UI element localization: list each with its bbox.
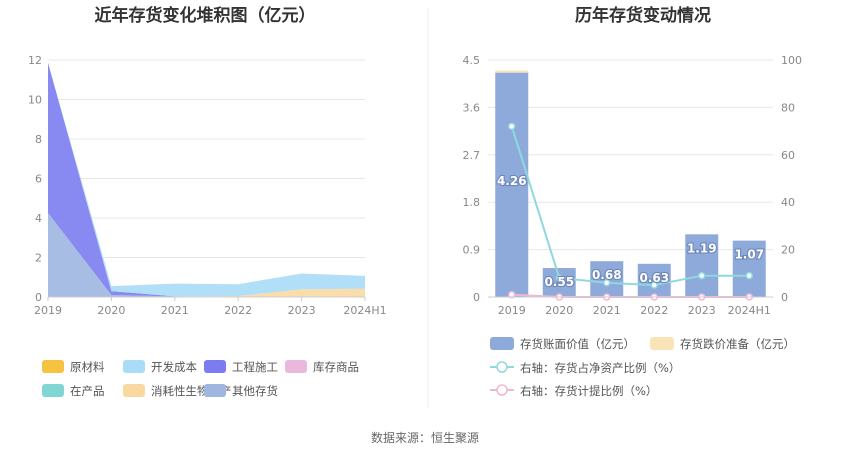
inventory-provision-bar <box>495 70 529 73</box>
right-legend-swatch <box>650 337 674 350</box>
left-legend-label: 开发成本 <box>151 360 197 374</box>
left-legend-swatch <box>204 384 226 397</box>
right-legend-label: 右轴：存货计提比例（%） <box>520 384 657 398</box>
left-x-tick-label: 2019 <box>34 304 62 317</box>
right-right-y-tick-label: 60 <box>781 149 795 162</box>
left-y-tick-label: 12 <box>28 54 42 67</box>
right-legend-label: 存货跌价准备（亿元） <box>680 337 795 351</box>
left-legend-item[interactable]: 在产品 <box>42 384 105 398</box>
left-y-tick-label: 2 <box>35 252 42 265</box>
area-series-其他存货 <box>48 212 365 297</box>
right-right-y-tick-label: 80 <box>781 101 795 114</box>
right-left-y-tick-label: 1.8 <box>463 196 481 209</box>
left-legend-label: 库存商品 <box>313 360 359 374</box>
right-x-tick-label: 2019 <box>498 304 526 317</box>
bar-data-label: 0.55 <box>544 275 574 289</box>
net-asset-ratio-point <box>650 281 658 289</box>
net-asset-ratio-point <box>698 271 706 280</box>
left-legend-label: 工程施工 <box>232 360 278 374</box>
left-y-tick-label: 8 <box>35 133 42 146</box>
right-left-y-tick-label: 0.9 <box>463 244 481 257</box>
left-legend-item[interactable]: 工程施工 <box>204 360 278 374</box>
net-asset-ratio-line <box>510 126 750 287</box>
net-asset-ratio-point <box>745 271 753 280</box>
left-y-tick-label: 4 <box>35 212 42 225</box>
net-asset-ratio-point <box>555 274 563 282</box>
right-legend-item[interactable]: 存货账面价值（亿元） <box>490 337 635 351</box>
right-x-tick-label: 2023 <box>688 304 716 317</box>
left-legend-label: 原材料 <box>70 360 105 374</box>
left-x-tick-label: 2024H1 <box>343 304 386 317</box>
right-legend-item[interactable]: 存货跌价准备（亿元） <box>650 337 795 351</box>
left-y-tick-label: 10 <box>28 94 42 107</box>
right-legend-label: 存货账面价值（亿元） <box>520 337 635 351</box>
left-legend-swatch <box>123 360 145 373</box>
right-right-y-tick-label: 40 <box>781 196 795 209</box>
right-right-y-tick-label: 0 <box>781 291 788 304</box>
left-y-tick-label: 6 <box>35 173 42 186</box>
left-x-tick-label: 2023 <box>288 304 316 317</box>
left-x-tick-label: 2020 <box>97 304 125 317</box>
left-legend-item[interactable]: 原材料 <box>42 360 105 374</box>
left-legend-swatch <box>285 360 307 373</box>
left-chart-gridlines <box>48 59 365 258</box>
right-legend-label: 右轴：存货占净资产比例（%） <box>520 361 680 375</box>
left-legend-label: 其他存货 <box>232 384 278 398</box>
right-legend-item[interactable]: 右轴：存货计提比例（%） <box>490 384 657 398</box>
inventory-value-bar <box>732 240 766 297</box>
area-series-工程施工 <box>48 62 365 297</box>
right-left-y-tick-label: 0 <box>473 291 480 304</box>
right-left-y-tick-label: 3.6 <box>463 101 481 114</box>
right-chart-bar-labels: 4.26 0.55 0.68 0.63 1.19 1.07 <box>496 173 765 290</box>
left-legend-swatch <box>42 384 64 397</box>
inventory-value-bar <box>495 72 529 297</box>
inventory-value-bar <box>542 268 576 297</box>
inventory-value-bar <box>637 263 671 297</box>
left-legend-item[interactable]: 开发成本 <box>123 360 197 374</box>
left-chart-axes: 0 2 4 6 8 10 12 2019 2020 2021 2022 2023 2024H1 <box>28 54 387 317</box>
net-asset-ratio-point <box>508 122 516 131</box>
bar-data-label: 0.63 <box>639 271 669 285</box>
right-x-tick-label: 2020 <box>545 304 573 317</box>
data-source-note: 数据来源：恒生聚源 <box>371 430 479 445</box>
left-x-tick-label: 2022 <box>224 304 252 317</box>
left-legend-swatch <box>204 360 226 373</box>
right-chart-bars <box>495 70 766 297</box>
right-legend-item[interactable]: 右轴：存货占净资产比例（%） <box>490 361 680 375</box>
left-legend-label: 在产品 <box>70 384 105 398</box>
right-legend-marker <box>496 361 508 373</box>
inventory-value-bar <box>685 234 719 297</box>
bar-data-label: 4.26 <box>497 174 527 188</box>
right-chart-axes: 0 0.9 1.8 2.7 3.6 4.5 0 20 40 60 80 100 2019 2020 2021… <box>463 54 803 317</box>
right-chart-legend[interactable]: 存货账面价值（亿元） 存货跌价准备（亿元）右轴：存货占净资产比例（%） 右轴：存货计… <box>490 337 795 398</box>
right-x-tick-label: 2024H1 <box>728 304 771 317</box>
right-right-y-tick-label: 20 <box>781 244 795 257</box>
right-left-y-tick-label: 4.5 <box>463 54 481 67</box>
left-legend-item[interactable]: 库存商品 <box>285 360 359 374</box>
right-legend-marker <box>496 384 508 396</box>
left-legend-swatch <box>123 384 145 397</box>
bar-data-label: 1.07 <box>734 248 764 262</box>
right-chart-title: 历年存货变动情况 <box>575 5 711 26</box>
right-right-y-tick-label: 100 <box>781 54 802 67</box>
right-left-y-tick-label: 2.7 <box>463 149 481 162</box>
right-x-tick-label: 2022 <box>640 304 668 317</box>
net-asset-ratio-point <box>603 279 611 287</box>
left-legend-swatch <box>42 360 64 373</box>
right-x-tick-label: 2021 <box>593 304 621 317</box>
left-y-tick-label: 0 <box>35 291 42 304</box>
left-chart-areas <box>48 62 365 297</box>
left-chart-title: 近年存货变化堆积图（亿元） <box>95 5 316 26</box>
bar-data-label: 1.19 <box>687 241 717 255</box>
left-x-tick-label: 2021 <box>161 304 189 317</box>
right-legend-swatch <box>490 337 514 350</box>
bar-data-label: 0.68 <box>592 268 622 282</box>
left-legend-item[interactable]: 其他存货 <box>204 384 278 398</box>
right-chart-gridlines <box>488 59 773 251</box>
provision-ratio-point <box>508 290 516 299</box>
